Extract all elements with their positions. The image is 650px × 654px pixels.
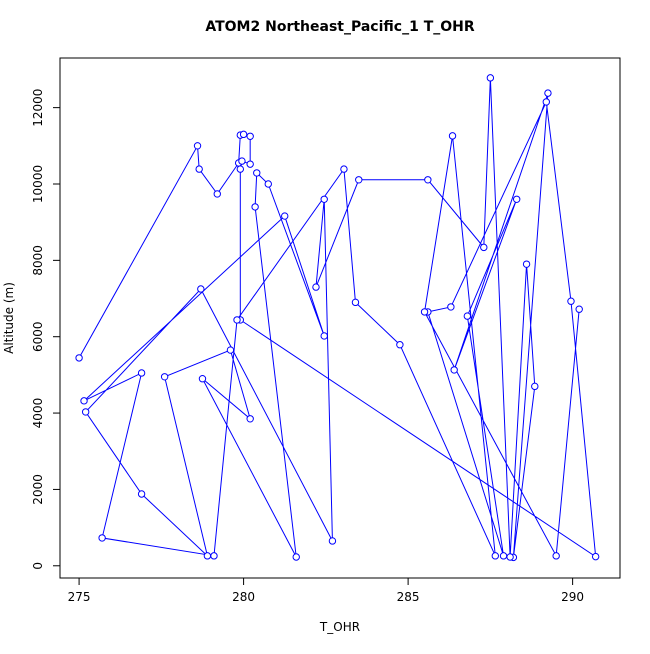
- data-point: [351, 298, 360, 307]
- data-point: [137, 490, 146, 498]
- data-point: [450, 366, 458, 374]
- y-axis-label: Altitude (m): [2, 282, 16, 354]
- data-point: [233, 316, 241, 324]
- data-point: [552, 552, 560, 560]
- x-tick-label: 290: [561, 590, 584, 604]
- data-point: [203, 552, 212, 560]
- data-point: [447, 303, 455, 311]
- x-tick-label: 280: [232, 590, 255, 604]
- data-point: [480, 243, 488, 252]
- data-point: [246, 415, 254, 423]
- x-tick-label: 275: [68, 590, 91, 604]
- data-line: [78, 77, 597, 558]
- y-tick-label: 0: [31, 562, 45, 570]
- data-point: [542, 98, 550, 106]
- y-tick-label: 2000: [31, 474, 45, 505]
- data-point: [424, 176, 432, 184]
- data-point: [239, 130, 248, 139]
- data-point: [253, 169, 261, 177]
- data-point: [98, 534, 106, 542]
- data-point: [448, 132, 457, 140]
- data-point: [355, 176, 363, 184]
- data-point: [137, 369, 146, 377]
- data-point: [292, 553, 300, 561]
- data-point: [251, 203, 259, 211]
- data-point: [195, 165, 203, 173]
- data-point: [246, 160, 254, 168]
- data-point: [491, 552, 499, 560]
- data-point: [160, 373, 169, 381]
- y-tick-label: 4000: [31, 398, 45, 429]
- plot-frame: [59, 57, 621, 579]
- y-tick-label: 10000: [31, 165, 45, 203]
- data-point: [226, 346, 235, 354]
- data-point: [75, 354, 83, 362]
- data-point: [486, 74, 495, 82]
- data-point: [420, 308, 429, 316]
- data-point: [236, 165, 245, 173]
- data-point: [312, 283, 320, 291]
- data-point: [463, 312, 472, 320]
- data-point: [238, 157, 246, 165]
- data-point: [198, 375, 207, 383]
- data-point: [567, 297, 575, 305]
- data-point: [512, 195, 521, 203]
- y-tick-label: 8000: [31, 245, 45, 276]
- data-point: [81, 408, 90, 416]
- y-tick-label: 12000: [31, 89, 45, 127]
- data-point: [80, 397, 88, 405]
- data-point: [246, 132, 254, 140]
- data-point: [499, 552, 508, 560]
- y-tick-label: 6000: [31, 321, 45, 352]
- data-point: [213, 190, 221, 198]
- x-axis-label: T_OHR: [319, 620, 360, 634]
- x-tick-label: 285: [397, 590, 420, 604]
- data-point: [264, 180, 272, 188]
- data-point: [340, 165, 348, 173]
- data-point: [320, 332, 328, 340]
- data-point: [506, 553, 514, 561]
- data-point: [281, 212, 289, 220]
- chart-title: ATOM2 Northeast_Pacific_1 T_OHR: [205, 19, 475, 35]
- data-point: [575, 305, 583, 313]
- data-point: [531, 382, 539, 391]
- data-point: [522, 260, 531, 268]
- data-point: [320, 195, 328, 203]
- data-point: [197, 285, 205, 293]
- data-point: [193, 142, 202, 150]
- data-point: [396, 341, 404, 349]
- data-point: [210, 552, 218, 560]
- data-point: [544, 89, 552, 97]
- data-point: [328, 537, 337, 545]
- data-point: [591, 552, 600, 561]
